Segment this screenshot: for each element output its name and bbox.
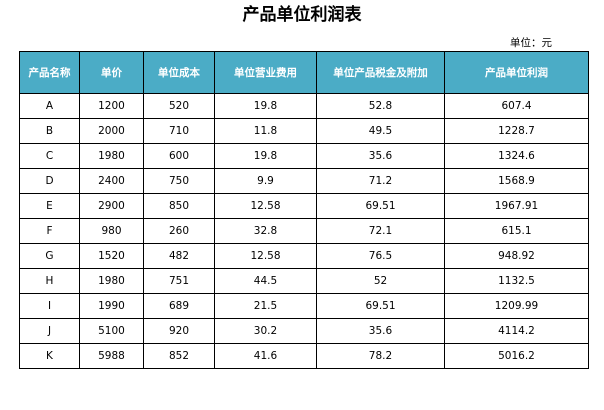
table-row: I 1990 689 21.5 69.51 1209.99 xyxy=(19,293,589,319)
table-row: E 2900 850 12.58 69.51 1967.91 xyxy=(19,193,589,219)
cell-unit-price: 5988 xyxy=(79,343,144,369)
cell-unit-cost: 751 xyxy=(143,268,215,294)
cell-product-name: G xyxy=(19,243,80,269)
cell-tax-surcharge: 78.2 xyxy=(316,343,445,369)
cell-unit-profit: 607.4 xyxy=(444,93,589,119)
table-row: J 5100 920 30.2 35.6 4114.2 xyxy=(19,318,589,344)
cell-product-name: J xyxy=(19,318,80,344)
cell-unit-profit: 1209.99 xyxy=(444,293,589,319)
cell-unit-cost: 850 xyxy=(143,193,215,219)
cell-product-name: K xyxy=(19,343,80,369)
cell-unit-price: 5100 xyxy=(79,318,144,344)
cell-tax-surcharge: 69.51 xyxy=(316,293,445,319)
cell-operating-expense: 21.5 xyxy=(214,293,317,319)
cell-unit-price: 1980 xyxy=(79,268,144,294)
unit-note: 单位：元 xyxy=(510,37,552,49)
cell-unit-profit: 4114.2 xyxy=(444,318,589,344)
cell-tax-surcharge: 35.6 xyxy=(316,143,445,169)
cell-unit-cost: 600 xyxy=(143,143,215,169)
table-row: F 980 260 32.8 72.1 615.1 xyxy=(19,218,589,244)
cell-unit-cost: 852 xyxy=(143,343,215,369)
cell-operating-expense: 44.5 xyxy=(214,268,317,294)
cell-unit-price: 1990 xyxy=(79,293,144,319)
cell-tax-surcharge: 49.5 xyxy=(316,118,445,144)
cell-unit-price: 1520 xyxy=(79,243,144,269)
cell-unit-profit: 1967.91 xyxy=(444,193,589,219)
cell-unit-profit: 1132.5 xyxy=(444,268,589,294)
cell-operating-expense: 12.58 xyxy=(214,243,317,269)
cell-operating-expense: 19.8 xyxy=(214,143,317,169)
cell-product-name: I xyxy=(19,293,80,319)
cell-operating-expense: 12.58 xyxy=(214,193,317,219)
cell-unit-profit: 5016.2 xyxy=(444,343,589,369)
header-unit-profit: 产品单位利润 xyxy=(444,51,589,94)
cell-unit-price: 2900 xyxy=(79,193,144,219)
page-title: 产品单位利润表 xyxy=(242,5,362,25)
table-row: G 1520 482 12.58 76.5 948.92 xyxy=(19,243,589,269)
cell-unit-profit: 615.1 xyxy=(444,218,589,244)
cell-product-name: H xyxy=(19,268,80,294)
cell-unit-price: 1980 xyxy=(79,143,144,169)
cell-unit-price: 1200 xyxy=(79,93,144,119)
cell-product-name: C xyxy=(19,143,80,169)
cell-product-name: B xyxy=(19,118,80,144)
profit-table: 产品名称 单价 单位成本 单位营业费用 单位产品税金及附加 产品单位利润 A 1… xyxy=(19,51,589,369)
table-row: H 1980 751 44.5 52 1132.5 xyxy=(19,268,589,294)
cell-product-name: E xyxy=(19,193,80,219)
cell-unit-cost: 520 xyxy=(143,93,215,119)
table-row: B 2000 710 11.8 49.5 1228.7 xyxy=(19,118,589,144)
table-row: C 1980 600 19.8 35.6 1324.6 xyxy=(19,143,589,169)
cell-unit-profit: 1324.6 xyxy=(444,143,589,169)
cell-tax-surcharge: 71.2 xyxy=(316,168,445,194)
cell-unit-cost: 260 xyxy=(143,218,215,244)
cell-unit-price: 980 xyxy=(79,218,144,244)
cell-unit-cost: 689 xyxy=(143,293,215,319)
cell-product-name: A xyxy=(19,93,80,119)
cell-unit-cost: 750 xyxy=(143,168,215,194)
cell-unit-price: 2000 xyxy=(79,118,144,144)
cell-operating-expense: 41.6 xyxy=(214,343,317,369)
cell-tax-surcharge: 52 xyxy=(316,268,445,294)
header-unit-cost: 单位成本 xyxy=(143,51,215,94)
cell-tax-surcharge: 76.5 xyxy=(316,243,445,269)
cell-unit-cost: 920 xyxy=(143,318,215,344)
cell-unit-cost: 482 xyxy=(143,243,215,269)
header-unit-price: 单价 xyxy=(79,51,144,94)
cell-operating-expense: 30.2 xyxy=(214,318,317,344)
table-row: K 5988 852 41.6 78.2 5016.2 xyxy=(19,343,589,369)
cell-operating-expense: 11.8 xyxy=(214,118,317,144)
cell-unit-profit: 1228.7 xyxy=(444,118,589,144)
cell-unit-profit: 948.92 xyxy=(444,243,589,269)
cell-product-name: D xyxy=(19,168,80,194)
cell-tax-surcharge: 35.6 xyxy=(316,318,445,344)
cell-tax-surcharge: 52.8 xyxy=(316,93,445,119)
cell-product-name: F xyxy=(19,218,80,244)
cell-tax-surcharge: 69.51 xyxy=(316,193,445,219)
cell-tax-surcharge: 72.1 xyxy=(316,218,445,244)
cell-operating-expense: 32.8 xyxy=(214,218,317,244)
table-header-row: 产品名称 单价 单位成本 单位营业费用 单位产品税金及附加 产品单位利润 xyxy=(19,51,589,94)
header-product-name: 产品名称 xyxy=(19,51,80,94)
cell-operating-expense: 9.9 xyxy=(214,168,317,194)
header-unit-tax-surcharge: 单位产品税金及附加 xyxy=(316,51,445,94)
cell-operating-expense: 19.8 xyxy=(214,93,317,119)
header-unit-operating-expense: 单位营业费用 xyxy=(214,51,317,94)
table-row: A 1200 520 19.8 52.8 607.4 xyxy=(19,93,589,119)
cell-unit-price: 2400 xyxy=(79,168,144,194)
cell-unit-cost: 710 xyxy=(143,118,215,144)
table-row: D 2400 750 9.9 71.2 1568.9 xyxy=(19,168,589,194)
cell-unit-profit: 1568.9 xyxy=(444,168,589,194)
